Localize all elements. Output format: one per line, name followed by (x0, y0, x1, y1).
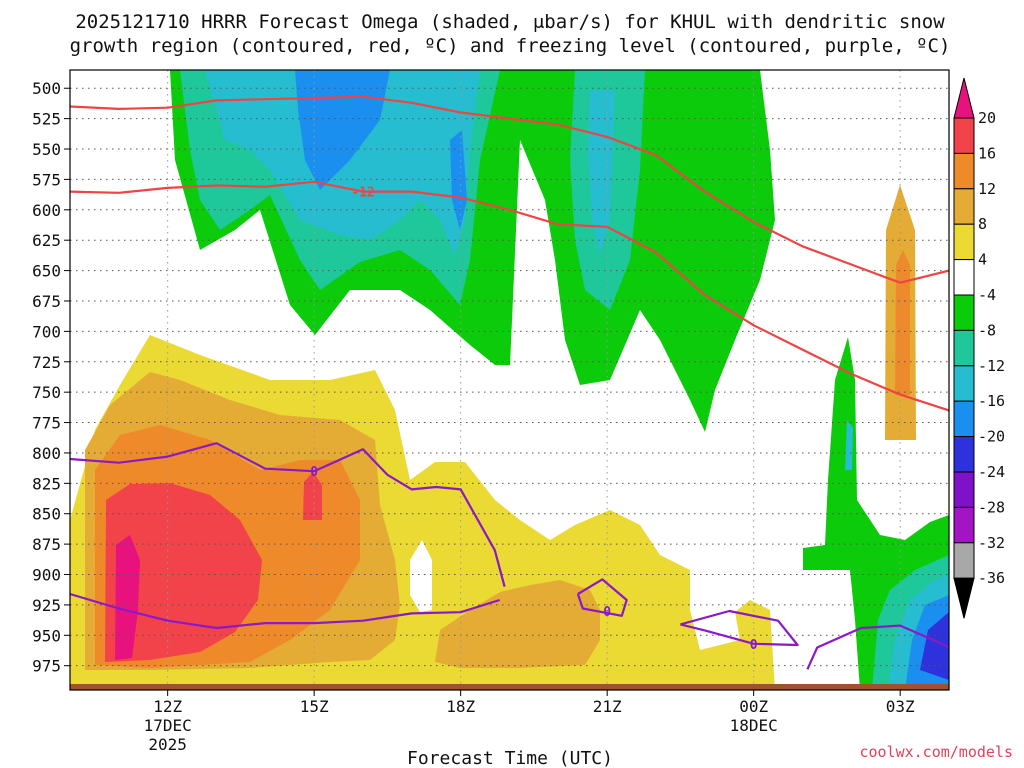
colorbar-swatch (953, 152, 975, 190)
colorbar-swatch (953, 294, 975, 331)
freezing-level-loop-2 (680, 609, 799, 647)
x-tick-label: 18Z (446, 697, 475, 716)
colorbar-label: 8 (978, 215, 987, 233)
y-tick-label: 975 (32, 657, 61, 676)
colorbar-swatch (953, 223, 975, 261)
omega-cyan-right (845, 420, 853, 470)
y-tick-label: 900 (32, 566, 61, 585)
freezing-level-lower-contour (70, 592, 501, 630)
y-tick-label: 800 (32, 444, 61, 463)
colorbar-swatch (953, 188, 975, 225)
colorbar-label: -4 (978, 286, 996, 304)
x-tick-label: 17DEC (144, 716, 192, 735)
credit-link[interactable]: coolwx.com/models (859, 743, 1013, 761)
y-tick-label: 625 (32, 231, 61, 250)
x-tick-label: 18DEC (730, 716, 778, 735)
colorbar-label: -8 (978, 321, 996, 339)
freezing-level-upper-contour (70, 442, 506, 587)
dendritic-contour-label: -12 (351, 186, 374, 201)
freezing-level-loop-1 (576, 578, 628, 617)
colorbar-label: -20 (978, 428, 1005, 446)
y-tick-label: 600 (32, 201, 61, 220)
ground-surface (70, 684, 949, 690)
omega-red-small (303, 472, 322, 520)
colorbar-label: 20 (978, 109, 996, 127)
colorbar-label: -28 (978, 498, 1005, 516)
x-tick-label: 03Z (886, 697, 915, 716)
y-tick-label: 875 (32, 535, 61, 554)
x-tick-label: 12Z (153, 697, 182, 716)
plot-area: -12 0 0 0 (70, 70, 949, 690)
colorbar-label: -36 (978, 569, 1005, 587)
colorbar-swatch (953, 506, 975, 544)
omega-blue-upper (295, 70, 390, 190)
omega-red (105, 483, 262, 662)
y-tick-label: 950 (32, 626, 61, 645)
freezing-label-1: 0 (310, 465, 318, 480)
dendritic-lower-contour (70, 180, 949, 412)
x-tick-label: 21Z (593, 697, 622, 716)
colorbar-swatch (953, 259, 975, 296)
omega-cyan-mid (588, 90, 615, 255)
colorbar-label: 12 (978, 180, 996, 198)
x-axis-label: Forecast Time (UTC) (407, 748, 613, 768)
colorbar-top-arrow (953, 77, 975, 119)
freezing-label-2: 0 (603, 605, 611, 620)
colorbar-swatch (953, 542, 975, 579)
grid-lines (70, 70, 949, 690)
y-tick-label: 750 (32, 383, 61, 402)
dendritic-upper-contour (70, 95, 949, 284)
colorbar-swatch (953, 471, 975, 508)
colorbar-swatch (953, 400, 975, 438)
colorbar-label: -24 (978, 463, 1005, 481)
omega-orange-lower (435, 580, 600, 668)
colorbar: 20 16 12 8 4 -4 -8 -12 -16 -20 -24 -28 -32 -36 (953, 77, 1005, 619)
x-tick-label: 15Z (300, 697, 329, 716)
omega-darkorange-right (895, 250, 910, 395)
chart-title-line1: 2025121710 HRRR Forecast Omega (shaded, … (75, 11, 945, 33)
y-tick-label: 575 (32, 170, 61, 189)
colorbar-label: -32 (978, 534, 1005, 552)
colorbar-label: 16 (978, 144, 996, 162)
omega-magenta (115, 535, 140, 660)
plot-frame (69, 69, 950, 691)
chart-title-line2: growth region (contoured, red, ºC) and f… (70, 35, 951, 57)
contour-lines: -12 0 0 0 (70, 95, 949, 670)
y-axis: 500 525 550 575 600 625 650 675 700 725 750 775 800 8… (32, 79, 70, 676)
colorbar-bottom-arrow (953, 577, 975, 619)
omega-blue-small (450, 130, 467, 230)
y-tick-label: 825 (32, 474, 61, 493)
y-tick-label: 725 (32, 353, 61, 372)
colorbar-swatch (953, 329, 975, 367)
y-tick-label: 775 (32, 414, 61, 433)
y-tick-label: 550 (32, 140, 61, 159)
colorbar-swatch (953, 117, 975, 154)
freezing-label-3: 0 (750, 638, 758, 653)
x-tick-label: 2025 (148, 735, 187, 754)
colorbar-label: 4 (978, 251, 987, 269)
colorbar-label: -12 (978, 357, 1005, 375)
colorbar-label: -16 (978, 392, 1005, 410)
freezing-level-loop-3 (806, 624, 949, 670)
colorbar-swatch (953, 365, 975, 402)
y-tick-label: 675 (32, 292, 61, 311)
x-tick-label: 00Z (739, 697, 768, 716)
y-tick-label: 525 (32, 110, 61, 129)
omega-yellow-gap (410, 540, 432, 612)
y-tick-label: 700 (32, 322, 61, 341)
omega-positive-region (70, 185, 916, 690)
colorbar-swatch (953, 436, 975, 473)
omega-darkblue-corner (920, 612, 949, 680)
y-tick-label: 500 (32, 79, 61, 98)
y-tick-label: 925 (32, 596, 61, 615)
y-tick-label: 650 (32, 262, 61, 281)
y-tick-label: 850 (32, 505, 61, 524)
